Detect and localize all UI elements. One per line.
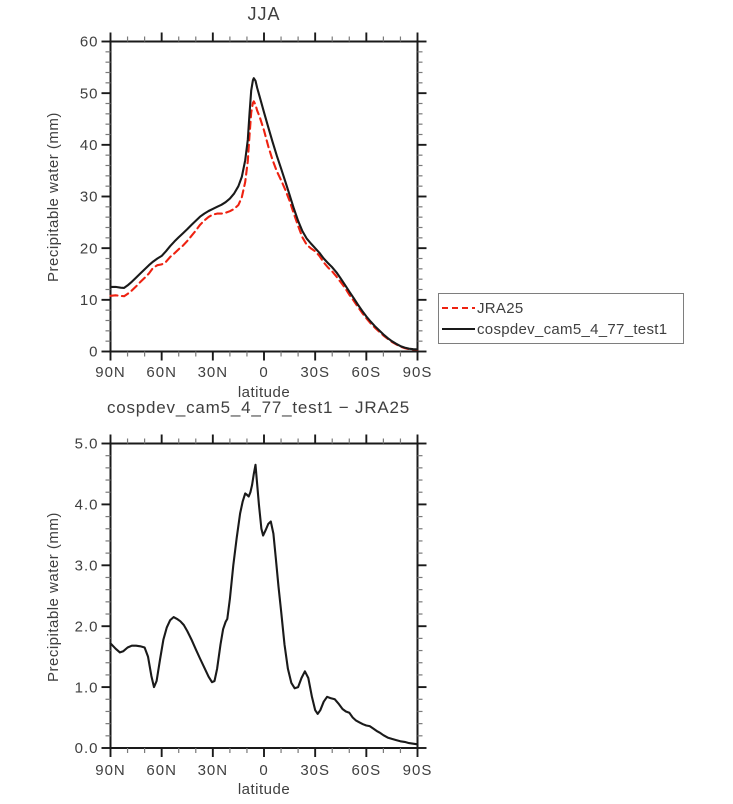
y-tick-label: 1.0	[75, 679, 99, 696]
legend-label-jra25: JRA25	[477, 299, 524, 317]
y-tick-label: 30	[80, 189, 99, 206]
bottom-x-axis-title: latitude	[237, 781, 291, 798]
x-tick-label: 90S	[403, 762, 433, 779]
x-tick-label: 60S	[351, 762, 381, 779]
y-tick-label: 5.0	[75, 436, 99, 453]
x-tick-label: 90N	[95, 364, 126, 381]
bottom-panel-title: cospdev_cam5_4_77_test1 − JRA25	[106, 398, 411, 417]
top-x-axis-title: latitude	[237, 384, 291, 401]
legend-item-cospdev: cospdev_cam5_4_77_test1	[442, 320, 668, 338]
y-tick-label: 60	[80, 34, 99, 51]
series-line-cospdev-cam5-4-77-test1-minus-jra25	[109, 463, 419, 746]
y-tick-label: 40	[80, 137, 99, 154]
x-tick-label: 0	[259, 364, 268, 381]
legend-line-red-dashed-icon	[442, 307, 475, 309]
y-tick-label: 10	[80, 292, 99, 309]
x-tick-label: 90S	[403, 364, 433, 381]
plot-frame	[109, 442, 419, 749]
top-panel-title: JJA	[247, 4, 281, 24]
x-tick-label: 30S	[300, 364, 330, 381]
x-tick-label: 30N	[198, 762, 229, 779]
legend-label-cospdev: cospdev_cam5_4_77_test1	[477, 320, 668, 338]
y-tick-label: 50	[80, 85, 99, 102]
y-tick-label: 0	[89, 344, 98, 361]
legend: JRA25 cospdev_cam5_4_77_test1	[438, 293, 684, 344]
x-tick-label: 60N	[146, 762, 177, 779]
top-y-axis-title: Precipitable water (mm)	[45, 112, 62, 282]
y-tick-label: 4.0	[75, 497, 99, 514]
y-tick-label: 0.0	[75, 740, 99, 757]
x-tick-label: 90N	[95, 762, 126, 779]
x-tick-label: 30N	[198, 364, 229, 381]
x-tick-label: 60S	[351, 364, 381, 381]
series-line-jra25	[109, 100, 419, 351]
x-tick-label: 30S	[300, 762, 330, 779]
y-tick-label: 20	[80, 240, 99, 257]
x-tick-label: 0	[259, 762, 268, 779]
legend-item-jra25: JRA25	[442, 299, 524, 317]
legend-line-black-solid-icon	[442, 328, 475, 330]
series-line-cospdev-cam5-4-77-test1	[109, 77, 419, 351]
x-tick-label: 60N	[146, 364, 177, 381]
y-tick-label: 2.0	[75, 618, 99, 635]
plot-frame	[109, 40, 419, 353]
bottom-y-axis-title: Precipitable water (mm)	[45, 512, 62, 682]
y-tick-label: 3.0	[75, 558, 99, 575]
